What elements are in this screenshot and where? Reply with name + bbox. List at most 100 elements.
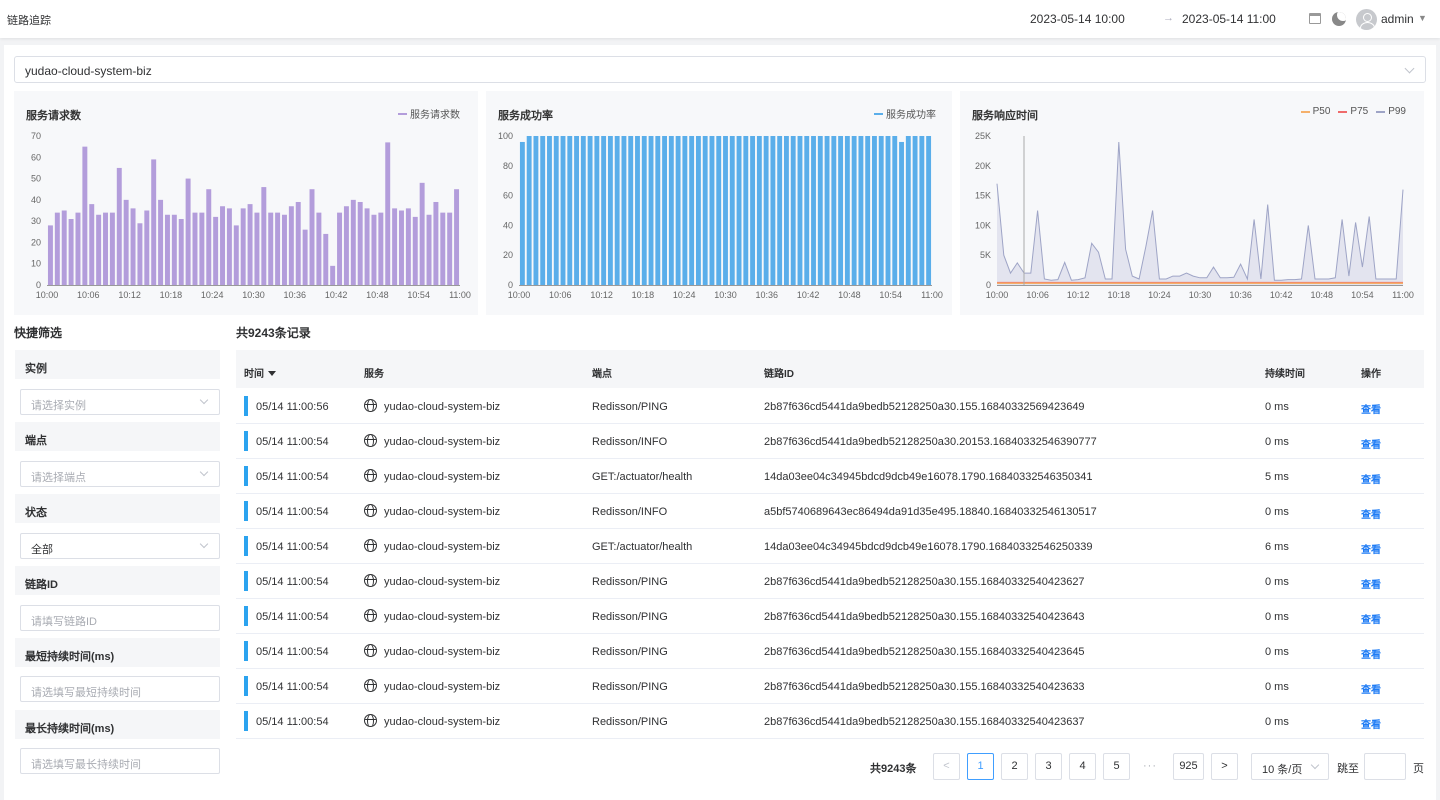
legend-item-p50[interactable]: P50 xyxy=(1300,106,1330,117)
bar xyxy=(655,136,661,285)
max-duration-input[interactable]: 请选填写最长持续时间 xyxy=(20,748,220,774)
legend-swatch xyxy=(1376,110,1386,113)
bar xyxy=(743,136,749,285)
moon-icon[interactable] xyxy=(1332,12,1346,26)
more-pages-icon[interactable]: ··· xyxy=(1143,760,1157,772)
table-row[interactable]: 05/14 11:00:54 yudao-cloud-system-biz Redi… xyxy=(236,704,1424,739)
chart-title: 服务响应时间 xyxy=(972,110,1038,122)
view-link[interactable]: 查看 xyxy=(1361,545,1381,556)
page-button-last[interactable]: 925 xyxy=(1173,753,1204,780)
page-button-5[interactable]: 5 xyxy=(1103,753,1130,780)
view-link[interactable]: 查看 xyxy=(1361,440,1381,451)
view-link[interactable]: 查看 xyxy=(1361,475,1381,486)
bar xyxy=(662,136,668,285)
start-time-input[interactable]: 2023-05-14 10:00 xyxy=(1030,12,1125,26)
bar xyxy=(574,136,579,285)
y-tick-label: 0 xyxy=(986,280,991,290)
end-time-input[interactable]: 2023-05-14 11:00 xyxy=(1182,12,1276,26)
bar xyxy=(254,212,260,285)
globe-icon xyxy=(364,539,377,552)
instance-select[interactable]: 请选择实例 xyxy=(20,389,220,415)
view-link[interactable]: 查看 xyxy=(1361,405,1381,416)
bar xyxy=(454,189,460,285)
status-bar xyxy=(244,501,248,521)
bar xyxy=(399,210,404,285)
min-duration-input[interactable]: 请选填写最短持续时间 xyxy=(20,676,220,702)
table-row[interactable]: 05/14 11:00:54 yudao-cloud-system-biz Redi… xyxy=(236,494,1424,529)
status-select[interactable]: 全部 xyxy=(20,533,220,559)
table-row[interactable]: 05/14 11:00:54 yudao-cloud-system-biz Redi… xyxy=(236,634,1424,669)
globe-icon xyxy=(364,399,377,412)
y-tick-label: 20 xyxy=(503,250,513,260)
cell-trace-id: 14da03ee04c34945bdcd9dcb49e16078.1790.16… xyxy=(764,471,1093,483)
table-row[interactable]: 05/14 11:00:54 yudao-cloud-system-biz Redi… xyxy=(236,599,1424,634)
cell-time: 05/14 11:00:56 xyxy=(256,401,329,413)
calendar-icon[interactable] xyxy=(1309,13,1321,24)
service-select[interactable]: yudao-cloud-system-biz xyxy=(14,56,1426,83)
bar xyxy=(275,212,281,285)
view-link[interactable]: 查看 xyxy=(1361,510,1381,521)
page-button-1[interactable]: 1 xyxy=(967,753,994,780)
x-tick-label: 10:18 xyxy=(160,290,183,300)
view-link[interactable]: 查看 xyxy=(1361,650,1381,661)
table-row[interactable]: 05/14 11:00:54 yudao-cloud-system-biz Redi… xyxy=(236,669,1424,704)
p99-area xyxy=(997,142,1403,285)
view-link[interactable]: 查看 xyxy=(1361,685,1381,696)
bar xyxy=(378,212,384,285)
caret-down-icon[interactable]: ▼ xyxy=(1418,13,1427,23)
bar xyxy=(330,265,336,285)
next-page-button[interactable]: > xyxy=(1211,753,1238,780)
cell-trace-id: 2b87f636cd5441da9bedb52128250a30.155.168… xyxy=(764,611,1085,623)
bar xyxy=(607,136,613,285)
x-tick-label: 10:24 xyxy=(1148,290,1171,300)
x-tick-label: 11:00 xyxy=(449,290,471,300)
view-link[interactable]: 查看 xyxy=(1361,720,1381,731)
legend-item[interactable]: 服务请求数 xyxy=(398,106,460,121)
bar xyxy=(675,136,681,285)
chevron-down-icon xyxy=(1310,760,1320,770)
bar xyxy=(790,136,796,285)
page-size-select[interactable]: 10 条/页 xyxy=(1251,753,1329,780)
jump-page-input[interactable] xyxy=(1364,753,1406,780)
legend-item-p99[interactable]: P99 xyxy=(1376,106,1406,117)
x-tick-label: 10:48 xyxy=(838,290,861,300)
avatar-icon[interactable] xyxy=(1356,9,1377,30)
table-row[interactable]: 05/14 11:00:54 yudao-cloud-system-biz GET:… xyxy=(236,529,1424,564)
status-bar xyxy=(244,711,248,731)
x-tick-label: 10:42 xyxy=(325,290,348,300)
cell-duration: 5 ms xyxy=(1265,471,1289,483)
cell-service: yudao-cloud-system-biz xyxy=(384,611,501,623)
table-row[interactable]: 05/14 11:00:54 yudao-cloud-system-biz GET:… xyxy=(236,459,1424,494)
sort-desc-icon[interactable] xyxy=(268,371,276,376)
table-row[interactable]: 05/14 11:00:54 yudao-cloud-system-biz Redi… xyxy=(236,424,1424,459)
bar xyxy=(702,136,708,285)
bar xyxy=(226,208,232,285)
page-button-3[interactable]: 3 xyxy=(1035,753,1062,780)
cell-time: 05/14 11:00:54 xyxy=(256,471,329,483)
user-name[interactable]: admin xyxy=(1381,12,1414,26)
legend-item-p75[interactable]: P75 xyxy=(1338,106,1368,117)
table-row[interactable]: 05/14 11:00:54 yudao-cloud-system-biz Redi… xyxy=(236,564,1424,599)
col-time[interactable]: 时间 xyxy=(244,365,276,380)
table-row[interactable]: 05/14 11:00:56 yudao-cloud-system-biz Redi… xyxy=(236,389,1424,424)
endpoint-select[interactable]: 请选择端点 xyxy=(20,461,220,487)
prev-page-button[interactable]: < xyxy=(933,753,960,780)
page-button-4[interactable]: 4 xyxy=(1069,753,1096,780)
bar xyxy=(770,136,776,285)
view-link[interactable]: 查看 xyxy=(1361,615,1381,626)
view-link[interactable]: 查看 xyxy=(1361,580,1381,591)
legend-swatch xyxy=(398,112,407,115)
cell-service: yudao-cloud-system-biz xyxy=(384,681,501,693)
page-button-2[interactable]: 2 xyxy=(1001,753,1028,780)
trace-id-input[interactable]: 请填写链路ID xyxy=(20,605,220,631)
legend-item[interactable]: 服务成功率 xyxy=(874,106,936,121)
bar xyxy=(213,216,219,285)
bar xyxy=(526,136,532,285)
bar xyxy=(756,136,762,285)
bar xyxy=(171,214,177,285)
bar xyxy=(905,136,911,285)
cell-duration: 0 ms xyxy=(1265,436,1289,448)
bar xyxy=(75,212,81,285)
bar xyxy=(628,136,634,285)
bar xyxy=(116,167,122,285)
